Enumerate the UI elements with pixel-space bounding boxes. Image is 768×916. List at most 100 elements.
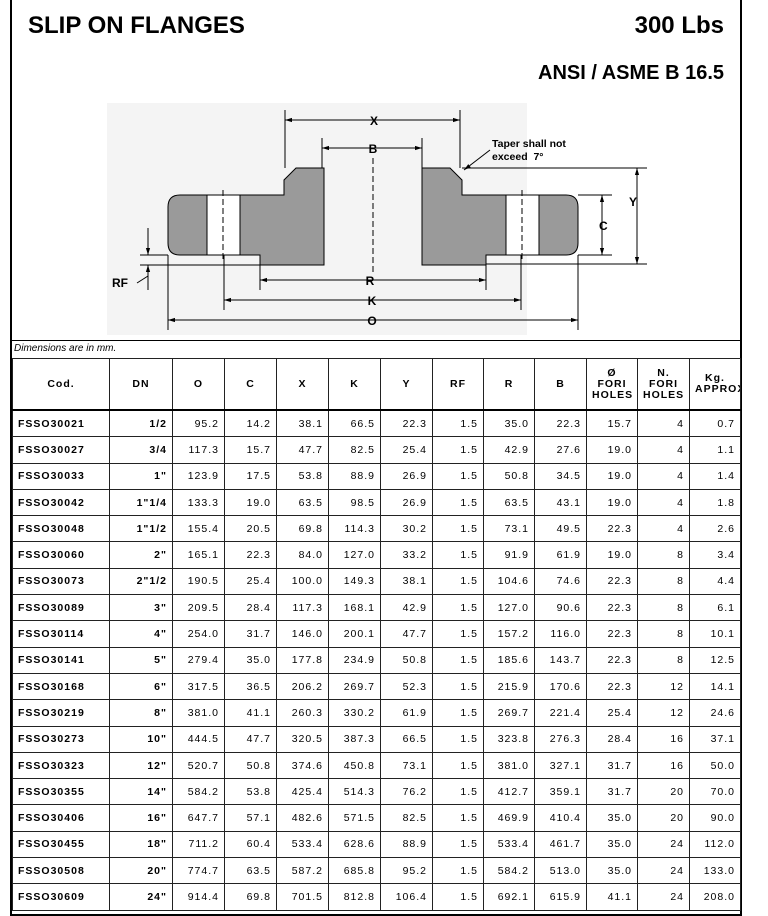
- header-line: Y: [402, 377, 411, 390]
- header-line: HOLES: [643, 388, 685, 401]
- table-cell: 63.5: [276, 488, 329, 517]
- table-cell: 50.0: [689, 751, 741, 780]
- table-row: FSSO30114 4" 254.0 31.7 146.0 200.1 47.7 1.5 157…: [12, 620, 741, 648]
- table-cell: 450.8: [328, 751, 381, 780]
- table-cell: 3.4: [689, 541, 741, 569]
- table-cell: 276.3: [534, 725, 587, 753]
- table-cell: 327.1: [534, 751, 587, 780]
- table-cell: 1.5: [432, 409, 484, 438]
- table-cell: 168.1: [328, 594, 381, 622]
- title: SLIP ON FLANGES: [28, 12, 245, 39]
- table-cell: 1.5: [432, 830, 484, 859]
- column-header: RF: [432, 358, 484, 411]
- table-row: FSSO30219 8" 381.0 41.1 260.3 330.2 61.9 1.5 269…: [12, 699, 741, 727]
- table-cell: 10.1: [689, 620, 741, 648]
- table-cell: 260.3: [276, 699, 329, 727]
- table-cell: 28.4: [586, 725, 638, 753]
- table-cell: 1": [109, 462, 173, 490]
- table-cell: 1.5: [432, 804, 484, 832]
- table-cell: FSSO30508: [12, 857, 110, 885]
- table-cell: 514.3: [328, 778, 381, 806]
- header-line: Kg.: [705, 372, 725, 384]
- table-cell: 91.9: [483, 541, 535, 569]
- table-cell: 16": [109, 804, 173, 832]
- taper-note: exceed 7°: [492, 151, 544, 163]
- table-cell: 4": [109, 620, 173, 648]
- header-line: N.: [657, 366, 670, 379]
- header-line: K: [350, 377, 359, 390]
- standard: ANSI / ASME B 16.5: [538, 62, 724, 84]
- table-cell: 24: [637, 883, 690, 911]
- table-cell: 19.0: [586, 541, 638, 569]
- table-cell: 15.7: [586, 409, 638, 438]
- table-cell: 381.0: [172, 699, 225, 727]
- table-cell: 52.3: [380, 672, 433, 701]
- table-cell: 24": [109, 883, 173, 911]
- table-cell: 5": [109, 646, 173, 674]
- table-cell: 155.4: [172, 515, 225, 543]
- table-cell: 1.1: [689, 436, 741, 464]
- table-cell: 234.9: [328, 646, 381, 674]
- column-header: Ø FORI HOLES: [586, 358, 638, 411]
- table-row: FSSO30042 1"1/4 133.3 19.0 63.5 98.5 26.9 1.5 63…: [12, 488, 741, 517]
- table-cell: 16: [637, 725, 690, 753]
- label-y: Y: [629, 195, 637, 209]
- table-cell: 63.5: [224, 857, 277, 885]
- table-cell: 0.7: [689, 409, 741, 438]
- header-line: DN: [132, 377, 150, 390]
- table-cell: 43.1: [534, 488, 587, 517]
- header-line: FORI: [648, 377, 679, 390]
- table-row: FSSO30508 20" 774.7 63.5 587.2 685.8 95.2 1.5 58…: [12, 857, 741, 885]
- label-o: O: [367, 314, 376, 328]
- table-cell: 215.9: [483, 672, 535, 701]
- dimension-lines: [136, 110, 647, 330]
- table-cell: 33.2: [380, 541, 433, 569]
- table-cell: 4: [637, 436, 690, 464]
- header-line: B: [556, 377, 565, 390]
- table-cell: 359.1: [534, 778, 587, 806]
- table-cell: 1.5: [432, 567, 484, 596]
- table-cell: 584.2: [483, 857, 535, 885]
- table-cell: 1/2: [109, 409, 173, 438]
- dimensions-table: Cod. DN O C X K Y RF R B Ø FORI HOLES N. FORI HOLES Kg. A…: [12, 358, 741, 911]
- table-cell: 410.4: [534, 804, 587, 832]
- table-cell: 114.3: [328, 515, 381, 543]
- header-line: R: [504, 377, 514, 390]
- table-cell: 26.9: [380, 462, 433, 490]
- table-cell: 19.0: [586, 462, 638, 490]
- table-cell: 1.5: [432, 857, 484, 885]
- table-cell: 146.0: [276, 620, 329, 648]
- table-cell: 12: [637, 699, 690, 727]
- table-cell: FSSO30323: [12, 751, 110, 780]
- table-cell: 42.9: [380, 594, 433, 622]
- table-cell: 18": [109, 830, 173, 859]
- table-cell: 1.5: [432, 725, 484, 753]
- table-cell: 42.9: [483, 436, 535, 464]
- table-cell: 74.6: [534, 567, 587, 596]
- table-cell: 27.6: [534, 436, 587, 464]
- table-cell: 1.8: [689, 488, 741, 517]
- table-cell: 61.9: [380, 699, 433, 727]
- table-cell: 61.9: [534, 541, 587, 569]
- table-cell: 104.6: [483, 567, 535, 596]
- table-cell: 587.2: [276, 857, 329, 885]
- label-rf: RF: [112, 276, 128, 290]
- column-header: K: [328, 358, 381, 411]
- table-cell: 50.8: [380, 646, 433, 674]
- header-row: Cod. DN O C X K Y RF R B Ø FORI HOLES N. FORI HOLES Kg. A…: [12, 358, 741, 411]
- table-cell: 1"1/4: [109, 488, 173, 517]
- table-cell: 117.3: [172, 436, 225, 464]
- table-cell: 19.0: [224, 488, 277, 517]
- table-cell: 425.4: [276, 778, 329, 806]
- table-cell: FSSO30073: [12, 567, 110, 596]
- table-cell: 12.5: [689, 646, 741, 674]
- table-cell: 47.7: [276, 436, 329, 464]
- table-row: FSSO30273 10" 444.5 47.7 320.5 387.3 66.5 1.5 32…: [12, 725, 741, 753]
- table-cell: 35.0: [586, 830, 638, 859]
- table-cell: 35.0: [483, 409, 535, 438]
- table-cell: 269.7: [328, 672, 381, 701]
- table-cell: 35.0: [586, 857, 638, 885]
- table-cell: FSSO30027: [12, 436, 110, 464]
- table-cell: 12": [109, 751, 173, 780]
- table-cell: 66.5: [328, 409, 381, 438]
